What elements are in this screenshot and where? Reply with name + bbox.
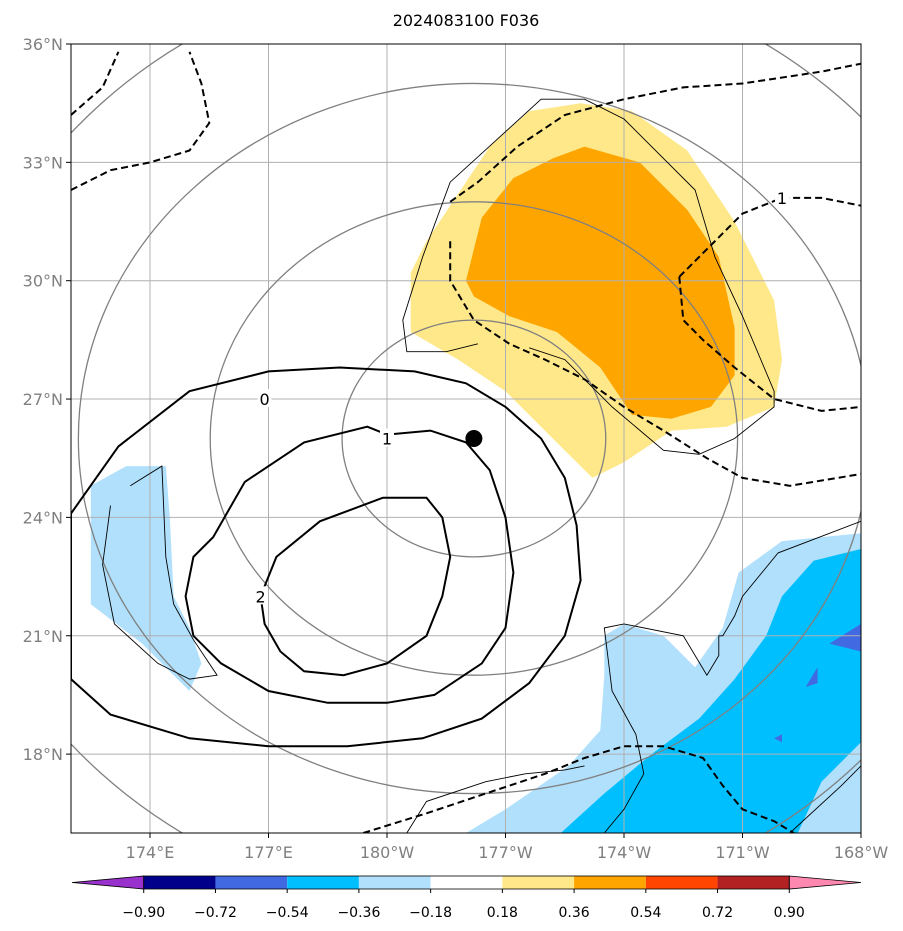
- colorbar-bin-10: [788, 875, 862, 890]
- thin-contour-0: [402, 98, 775, 455]
- solid-contour-1: [184, 425, 515, 704]
- range-ring-2: [77, 82, 861, 795]
- x-tick-label-1: 177°E: [244, 843, 293, 862]
- colorbar-bin-7: [574, 876, 646, 889]
- y-tick-label-2: 24°N: [23, 508, 63, 527]
- colorbar-tick-label-7: 0.54: [630, 905, 661, 921]
- colorbar-outline: [143, 875, 790, 890]
- colorbar-tick-label-2: −0.54: [266, 905, 309, 921]
- x-tick-label-2: 180°W: [360, 843, 415, 862]
- y-tick-label-0: 18°N: [23, 745, 63, 764]
- y-axis-ticks: 18°N 21°N 24°N 27°N 30°N 33°N 36°N: [23, 35, 71, 764]
- colorbar-bin-2: [215, 876, 288, 889]
- chart-title: 2024083100 F036: [393, 11, 540, 30]
- solid-contour-2: [259, 496, 452, 677]
- thin-contour-3: [406, 765, 585, 833]
- shaded-region-5: [829, 623, 861, 652]
- colorbar-bin-6: [502, 876, 575, 889]
- dashed-contour-4: [678, 276, 861, 412]
- x-tick-label-4: 174°W: [597, 843, 652, 862]
- contour-label-7: 1: [777, 189, 787, 208]
- shaded-region-1: [466, 146, 735, 419]
- contour-label-bg-1: [380, 428, 394, 447]
- solid-contour-0: [71, 366, 582, 748]
- contour-labels: 0 1 2 1: [253, 187, 789, 606]
- thin-contour-2: [603, 520, 861, 833]
- dashed-contour-2: [449, 62, 861, 203]
- center-marker: [465, 430, 483, 447]
- range-ring-0: [341, 319, 607, 558]
- contour-label-1: 1: [382, 430, 392, 449]
- colorbar-bin-1: [143, 876, 216, 889]
- colorbar-tick-label-4: −0.18: [409, 905, 452, 921]
- thin-contour-4: [789, 765, 861, 833]
- colorbar-bin-5: [430, 876, 503, 889]
- x-axis-ticks: 174°E 177°E 180°W 177°W 174°W 171°W 168°W: [126, 833, 889, 862]
- colorbar-bin-0: [71, 875, 145, 890]
- thin-contour-1: [102, 465, 218, 680]
- colorbar-bin-4: [358, 876, 431, 889]
- colorbar-bin-3: [287, 876, 359, 889]
- colorbar-tick-label-8: 0.72: [702, 905, 733, 921]
- shaded-regions: [90, 103, 861, 833]
- range-rings: [71, 44, 861, 833]
- contour-label-0: 0: [259, 390, 269, 409]
- map-plot-area: 0 1 2 1: [71, 44, 861, 833]
- dashed-contour-1: [71, 51, 120, 116]
- colorbar-bin-9: [717, 876, 790, 889]
- map-frame: [70, 43, 862, 834]
- solid-contours: [71, 366, 582, 748]
- colorbar-tick-label-9: 0.90: [774, 905, 805, 921]
- x-tick-label-5: 171°W: [715, 843, 770, 862]
- dashed-contour-5: [678, 196, 861, 278]
- x-tick-label-3: 177°W: [478, 843, 533, 862]
- colorbar-tick-label-3: −0.36: [337, 905, 380, 921]
- thin-contours: [102, 98, 861, 833]
- dashed-contours: [71, 51, 861, 833]
- contour-label-2: 2: [256, 587, 266, 606]
- shaded-region-7: [774, 734, 782, 743]
- colorbar-bin-8: [645, 876, 718, 889]
- contour-label-bg-7: [775, 187, 789, 206]
- colorbar-tick-label-1: −0.72: [194, 905, 237, 921]
- colorbar-tick-label-0: −0.90: [122, 905, 165, 921]
- colorbar-tick-label-6: 0.36: [559, 905, 590, 921]
- contour-label-bg-2: [253, 586, 268, 605]
- range-ring-1: [209, 201, 739, 676]
- y-tick-label-5: 33°N: [23, 153, 63, 172]
- dashed-contour-3: [449, 241, 861, 487]
- x-tick-label-0: 174°E: [126, 843, 175, 862]
- dashed-contour-0: [71, 51, 211, 191]
- y-tick-label-3: 27°N: [23, 390, 63, 409]
- shaded-region-2: [90, 466, 202, 691]
- y-tick-label-6: 36°N: [23, 35, 63, 54]
- center-marker-dot: [465, 430, 483, 447]
- y-tick-label-4: 30°N: [23, 272, 63, 291]
- contour-label-bg-0: [257, 389, 272, 408]
- colorbar-tick-label-5: 0.18: [487, 905, 518, 921]
- shaded-region-6: [805, 667, 818, 687]
- colorbar: −0.90 −0.72 −0.54 −0.36 −0.18 0.18 0.36 0.54 0.7…: [71, 875, 862, 921]
- y-tick-label-1: 21°N: [23, 627, 63, 646]
- shaded-region-4: [560, 549, 861, 833]
- x-tick-label-6: 168°W: [834, 843, 889, 862]
